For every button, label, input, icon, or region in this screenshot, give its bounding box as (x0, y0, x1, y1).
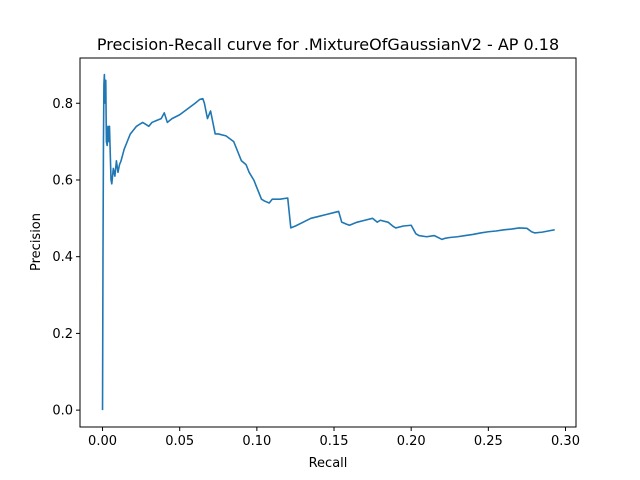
chart-title: Precision-Recall curve for .MixtureOfGau… (97, 35, 559, 54)
y-tick-label: 0.6 (52, 173, 73, 188)
x-tick-label: 0.05 (165, 434, 194, 449)
plot-area (101, 73, 555, 411)
precision-recall-line (101, 73, 555, 411)
y-tick-label: 0.2 (52, 327, 73, 342)
plot-frame (79, 57, 577, 428)
x-tick-label: 0.10 (242, 434, 271, 449)
y-tick-label: 0.8 (52, 97, 73, 112)
x-tick-label: 0.20 (397, 434, 426, 449)
y-axis-label: Precision (29, 213, 44, 271)
x-tick-label: 0.30 (551, 434, 580, 449)
y-axis-ticks: 0.0 0.2 0.4 0.6 0.8 (52, 97, 80, 419)
x-axis-ticks: 0.00 0.05 0.10 0.15 0.20 0.25 0.30 (88, 427, 580, 449)
y-tick-label: 0.0 (52, 404, 73, 419)
x-tick-label: 0.15 (320, 434, 349, 449)
x-tick-label: 0.00 (88, 434, 117, 449)
x-tick-label: 0.25 (474, 434, 503, 449)
y-tick-label: 0.4 (52, 250, 73, 265)
x-axis-label: Recall (309, 456, 348, 471)
